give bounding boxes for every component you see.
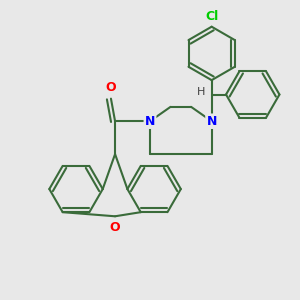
Text: N: N: [206, 115, 217, 128]
Text: Cl: Cl: [205, 10, 218, 22]
Text: H: H: [197, 88, 206, 98]
Text: O: O: [110, 221, 120, 234]
Text: O: O: [106, 81, 116, 94]
Text: N: N: [145, 115, 155, 128]
